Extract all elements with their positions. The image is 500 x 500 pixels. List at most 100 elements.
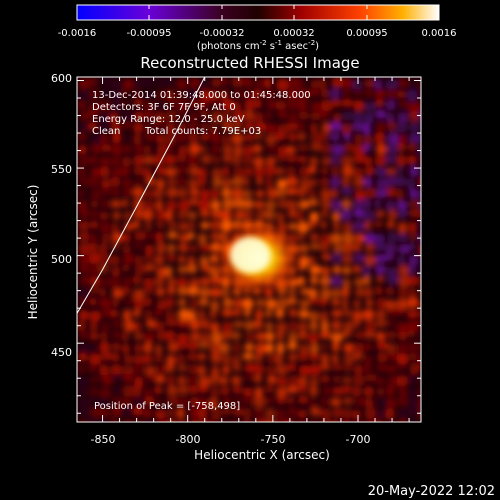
heatmap-cell [200, 221, 210, 230]
heatmap-cell [365, 374, 377, 382]
heatmap-cell [332, 265, 342, 274]
heatmap-cell [376, 331, 385, 341]
heatmap-cell [375, 144, 387, 155]
heatmap-cell [354, 277, 365, 287]
heatmap-cell [386, 100, 396, 110]
heatmap-cell [200, 90, 212, 103]
heatmap-cell [363, 309, 375, 321]
heatmap-cell [342, 111, 354, 120]
heatmap-cell [123, 233, 131, 244]
heatmap-cell [121, 89, 129, 97]
heatmap-cell [409, 209, 421, 217]
heatmap-cell [112, 100, 122, 113]
heatmap-cell [121, 101, 129, 109]
heatmap-cell [375, 409, 387, 418]
heatmap-cell [331, 319, 342, 331]
heatmap-cell [121, 331, 130, 342]
heatmap-cell [396, 123, 408, 133]
heatmap-cell [210, 111, 222, 123]
heatmap-cell [211, 409, 222, 421]
heatmap-cell [321, 320, 329, 332]
heatmap-cell [122, 374, 134, 383]
heatmap-cell [77, 320, 86, 332]
heatmap-cell [396, 397, 409, 406]
heatmap-cell [89, 89, 99, 99]
heatmap-cell [409, 221, 417, 234]
heatmap-cell [266, 145, 278, 153]
heatmap-cell [79, 310, 89, 321]
heatmap-cell [276, 211, 285, 224]
heatmap-cell [89, 253, 102, 265]
heatmap-cell [210, 352, 222, 364]
heatmap-cell [266, 342, 274, 354]
heatmap-cell [277, 145, 289, 156]
heatmap-cell [385, 242, 397, 255]
heatmap-cell [331, 253, 342, 263]
heatmap-cell [310, 376, 318, 388]
heatmap-cell [309, 321, 318, 332]
heatmap-cell [264, 309, 273, 318]
heatmap-cell [275, 100, 286, 110]
heatmap-cell [298, 321, 308, 332]
heatmap-cell [167, 243, 176, 253]
heatmap-cell [143, 332, 155, 343]
heatmap-cell [88, 122, 97, 131]
heatmap-cell [209, 397, 218, 410]
heatmap-cell [298, 352, 308, 362]
heatmap-cell [396, 321, 408, 334]
heatmap-cell [177, 287, 188, 296]
heatmap-cell [133, 354, 145, 364]
heatmap-cell [134, 321, 142, 332]
heatmap-cell [232, 308, 242, 317]
heatmap-cell [167, 277, 176, 288]
heatmap-cell [288, 77, 300, 89]
heatmap-cell [133, 242, 143, 250]
heatmap-cell [319, 275, 331, 287]
heatmap-cell [354, 134, 363, 144]
heatmap-cell [89, 332, 99, 340]
heatmap-cell [222, 198, 234, 210]
heatmap-cell [343, 320, 354, 333]
heatmap-cell [420, 279, 421, 284]
heatmap-cell [375, 419, 383, 422]
heatmap-cell [122, 264, 130, 272]
heatmap-cell [167, 221, 178, 230]
heatmap-cell [198, 297, 209, 307]
heatmap-cell [100, 133, 109, 144]
heatmap-cell [397, 255, 406, 266]
heatmap-cell [286, 166, 296, 178]
heatmap-cell [88, 396, 97, 408]
heatmap-cell [134, 255, 144, 266]
heatmap-cell [420, 321, 421, 328]
heatmap-cell [331, 332, 343, 342]
heatmap-cell [144, 133, 155, 141]
heatmap-cell [254, 99, 262, 108]
heatmap-cell [385, 299, 397, 311]
heatmap-cell [145, 319, 158, 329]
heatmap-cell [244, 167, 254, 176]
heatmap-cell [332, 199, 342, 211]
heatmap-cell [398, 264, 410, 277]
heatmap-cell [143, 111, 154, 121]
heatmap-cell [375, 242, 384, 251]
heatmap-cell [198, 176, 206, 187]
heatmap-cell [398, 100, 409, 108]
heatmap-cell [167, 231, 178, 240]
heatmap-cell [275, 132, 286, 141]
heatmap-cell [276, 188, 287, 198]
heatmap-cell [221, 121, 233, 131]
heatmap-cell [308, 255, 317, 266]
heatmap-cell [144, 101, 155, 113]
heatmap-cell [364, 321, 376, 333]
heatmap-cell [166, 385, 178, 396]
heatmap-cell [255, 167, 264, 179]
heatmap-cell [319, 310, 328, 323]
heatmap-cell [220, 77, 229, 86]
heatmap-cell [354, 233, 366, 244]
heatmap-cell [209, 90, 220, 101]
heatmap-cell [199, 110, 209, 119]
heatmap-cell [387, 144, 398, 155]
heatmap-cell [133, 79, 144, 89]
heatmap-cell [397, 222, 408, 234]
heatmap-cell [77, 364, 86, 373]
